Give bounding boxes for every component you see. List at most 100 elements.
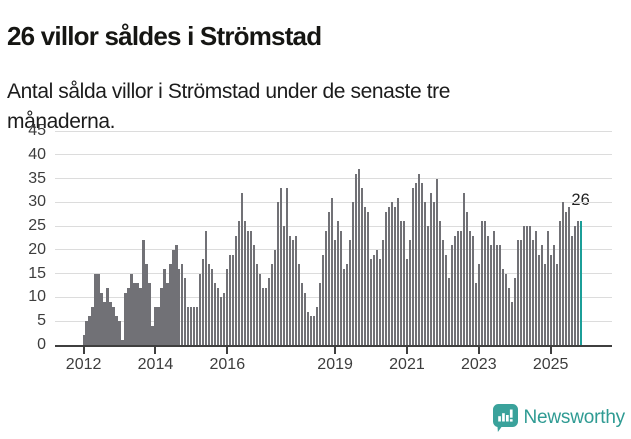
gridline <box>55 225 612 227</box>
bar <box>441 240 444 345</box>
bar <box>534 230 537 345</box>
bar <box>462 192 465 345</box>
gridline <box>55 201 612 203</box>
bar <box>372 254 376 345</box>
bar <box>217 287 220 345</box>
bar <box>274 249 277 345</box>
bar <box>232 254 235 345</box>
y-tick-label: 35 <box>28 169 46 187</box>
bar <box>148 283 151 345</box>
bar <box>405 259 409 345</box>
bar <box>411 188 415 345</box>
bar <box>453 235 456 345</box>
y-tick-label: 30 <box>28 193 46 211</box>
bar <box>570 235 573 345</box>
bar <box>561 202 564 345</box>
y-tick-label: 5 <box>37 312 46 330</box>
bar <box>546 230 549 345</box>
x-tick-label: 2025 <box>532 356 569 373</box>
bar <box>178 268 181 345</box>
bar <box>259 273 262 345</box>
x-tick-label: 2014 <box>137 356 174 373</box>
x-axis-line <box>55 345 612 347</box>
bar <box>486 235 489 345</box>
bar <box>519 240 522 345</box>
bar <box>100 292 103 345</box>
bar <box>325 230 328 345</box>
bar <box>295 235 298 345</box>
bar <box>193 306 196 345</box>
bar <box>408 240 412 345</box>
chart-subtitle-line1: Antal sålda villor i Strömstad under de … <box>7 80 451 103</box>
bar <box>196 306 199 345</box>
bar <box>573 226 576 345</box>
bar <box>333 240 337 345</box>
page-title: 26 villor såldes i Strömstad <box>7 21 322 52</box>
bar <box>166 283 169 345</box>
bar <box>301 283 304 345</box>
bar <box>543 264 546 345</box>
x-axis-tick <box>334 347 337 354</box>
brand-name: Newsworthy <box>523 407 626 428</box>
bar <box>507 287 510 345</box>
gridline <box>55 130 612 132</box>
bar <box>516 240 519 345</box>
bar <box>220 297 223 345</box>
bar <box>310 316 313 345</box>
bar <box>489 245 492 345</box>
bar <box>387 207 391 345</box>
bar <box>283 226 286 345</box>
bar <box>163 268 166 345</box>
bar <box>555 264 558 345</box>
bar <box>229 254 232 345</box>
bar <box>130 273 133 345</box>
bar <box>432 202 435 345</box>
bar <box>351 202 355 345</box>
bar <box>244 221 247 345</box>
bar <box>247 230 250 345</box>
y-tick-label: 0 <box>37 336 46 353</box>
bar <box>184 278 187 345</box>
bar <box>429 192 432 345</box>
bar <box>223 292 226 345</box>
bar <box>142 240 145 345</box>
bar <box>363 207 367 345</box>
highlighted-bar <box>579 221 582 345</box>
bar <box>336 221 340 345</box>
bar <box>211 268 214 345</box>
bar <box>250 230 253 345</box>
bar <box>525 226 528 345</box>
bar <box>127 287 130 345</box>
bar <box>510 302 513 345</box>
bar <box>540 245 543 345</box>
y-tick-label: 40 <box>28 145 46 163</box>
bar <box>384 211 388 345</box>
bar <box>187 306 190 345</box>
chart-subtitle-line2: månaderna. <box>7 110 116 133</box>
bar <box>357 169 361 345</box>
bar <box>504 273 507 345</box>
bar <box>157 306 160 345</box>
bar <box>286 188 289 345</box>
bar <box>319 283 322 345</box>
bar <box>253 245 256 345</box>
bar <box>402 221 406 345</box>
bar <box>558 221 561 345</box>
bar <box>316 306 319 345</box>
bar <box>528 226 531 345</box>
bar <box>438 221 441 345</box>
bar <box>567 207 570 345</box>
y-tick-label: 10 <box>28 288 46 306</box>
bar <box>328 211 331 345</box>
bar <box>289 235 292 345</box>
bar <box>121 340 124 345</box>
bar <box>235 235 238 345</box>
bar <box>88 316 91 345</box>
y-tick-label: 20 <box>28 240 46 258</box>
bar <box>82 335 85 345</box>
bar <box>435 178 438 345</box>
bar <box>492 230 495 345</box>
bar <box>483 221 486 345</box>
bar <box>94 273 97 345</box>
bar <box>360 188 364 345</box>
